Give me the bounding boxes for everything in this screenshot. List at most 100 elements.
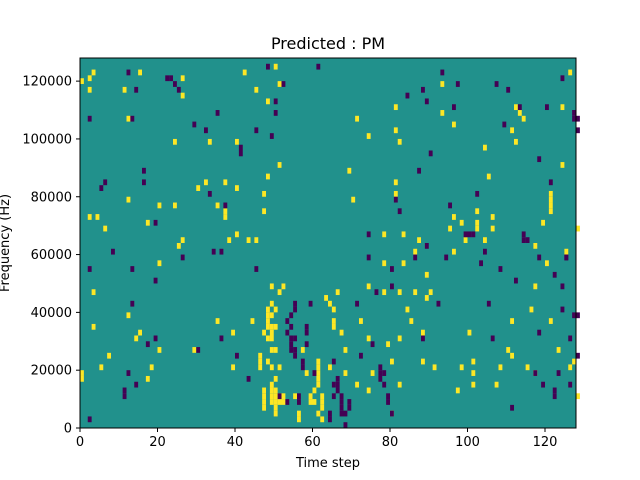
heatmap-cell-high <box>99 364 104 371</box>
heatmap-cell-high <box>254 86 259 93</box>
heatmap-cell-low <box>219 248 224 255</box>
heatmap-cell-high <box>304 370 309 376</box>
heatmap-cell-low <box>289 312 294 319</box>
heatmap-cell-low <box>246 375 251 382</box>
y-axis: 0 20000 40000 60000 80000 100000 120000 <box>22 75 80 437</box>
heatmap-cell-high <box>424 271 429 278</box>
heatmap-cell-high <box>514 138 518 145</box>
heatmap-cell-low <box>339 410 344 417</box>
heatmap-cell-high <box>548 190 553 197</box>
heatmap-cell-high <box>483 237 487 243</box>
heatmap-cell-low <box>506 86 511 93</box>
heatmap-cell-low <box>297 399 301 405</box>
heatmap-cell-high <box>320 404 325 411</box>
heatmap-cell-low <box>483 248 487 255</box>
heatmap-cell-high <box>556 347 561 353</box>
heatmap-cell-low <box>486 300 491 307</box>
heatmap-cell-low <box>568 381 573 388</box>
heatmap-cell-low <box>223 202 228 209</box>
heatmap-cell-low <box>304 341 309 348</box>
heatmap-cell-low <box>169 75 174 82</box>
heatmap-cell-low <box>238 144 243 151</box>
heatmap-cell-low <box>289 341 294 348</box>
heatmap-cell-low <box>370 341 375 348</box>
heatmap-cell-high <box>366 335 371 342</box>
heatmap-cell-high <box>281 393 286 400</box>
heatmap-cell-low <box>556 370 561 376</box>
heatmap-cell-high <box>266 323 270 330</box>
heatmap-cell-high <box>269 312 274 319</box>
heatmap-cell-high <box>343 370 348 376</box>
heatmap-cell-high <box>417 237 422 243</box>
heatmap-cell-low <box>576 312 580 319</box>
heatmap-cell-high <box>316 381 321 388</box>
heatmap-cell-low <box>285 318 290 324</box>
heatmap-cell-low <box>413 254 418 261</box>
heatmap-cell-low <box>122 387 127 394</box>
heatmap-cell-high <box>262 399 267 405</box>
heatmap-cell-low <box>176 86 181 93</box>
heatmap-cell-high <box>91 289 96 296</box>
heatmap-cell-high <box>269 364 274 371</box>
heatmap-cell-low <box>285 329 290 336</box>
heatmap-cell-high <box>316 410 321 417</box>
heatmap-cell-high <box>339 329 344 336</box>
heatmap-cell-low <box>421 86 425 93</box>
heatmap-cell-low <box>126 69 131 76</box>
heatmap-cell-low <box>490 335 495 342</box>
x-tick-label: 40 <box>227 435 244 450</box>
heatmap-cell-high <box>568 69 573 76</box>
heatmap-cell-high <box>440 110 445 116</box>
y-tick-label: 20000 <box>31 364 72 379</box>
heatmap-cell-high <box>316 364 321 371</box>
heatmap-cell-high <box>328 300 332 307</box>
heatmap-cell-high <box>405 306 410 313</box>
heatmap-cell-low <box>312 370 317 376</box>
heatmap-cell-low <box>293 335 298 342</box>
heatmap-cell-high <box>266 306 270 313</box>
heatmap-cell-high <box>95 214 100 220</box>
heatmap-cell-high <box>250 318 255 324</box>
heatmap-cell-low <box>405 92 410 99</box>
heatmap-cell-high <box>548 318 553 324</box>
heatmap-cell-low <box>378 370 383 376</box>
y-tick-label: 80000 <box>31 190 72 205</box>
heatmap-cell-high <box>568 364 573 371</box>
heatmap-cell-high <box>262 404 267 411</box>
heatmap-cell-high <box>390 358 394 365</box>
heatmap-cell-high <box>471 358 476 365</box>
heatmap-cell-low <box>463 231 468 238</box>
heatmap-cell-low <box>560 75 565 82</box>
heatmap-cell-low <box>479 260 484 267</box>
heatmap-cell-high <box>246 237 251 243</box>
heatmap-cell-high <box>320 416 325 423</box>
heatmap-cell-high <box>107 352 112 359</box>
heatmap-cell-low <box>533 370 538 376</box>
heatmap-cell-low <box>316 63 321 70</box>
heatmap-cell-low <box>281 81 286 87</box>
heatmap-cell-high <box>180 237 185 243</box>
heatmap-cell-high <box>262 208 267 215</box>
heatmap-cell-high <box>475 225 480 232</box>
heatmap-cell-high <box>382 231 387 238</box>
heatmap-cell-high <box>273 387 278 394</box>
heatmap-cell-high <box>576 393 580 400</box>
heatmap-cell-low <box>390 410 394 417</box>
heatmap-cell-low <box>424 243 429 249</box>
heatmap-cell-low <box>448 202 453 209</box>
heatmap-cell-high <box>273 306 278 313</box>
heatmap-cell-high <box>196 185 201 191</box>
heatmap-cell-low <box>514 277 518 284</box>
heatmap-background <box>80 58 576 428</box>
heatmap-cell-high <box>223 179 228 186</box>
heatmap-cell-high <box>467 329 472 336</box>
heatmap-cell-high <box>401 260 406 267</box>
y-tick-label: 60000 <box>31 248 72 263</box>
heatmap-cell-low <box>452 104 456 111</box>
heatmap-cell-high <box>533 243 538 249</box>
heatmap-cell-high <box>157 202 162 209</box>
heatmap-cell-high <box>269 283 274 290</box>
heatmap-cell-high <box>471 381 476 388</box>
heatmap-cell-high <box>424 295 429 301</box>
